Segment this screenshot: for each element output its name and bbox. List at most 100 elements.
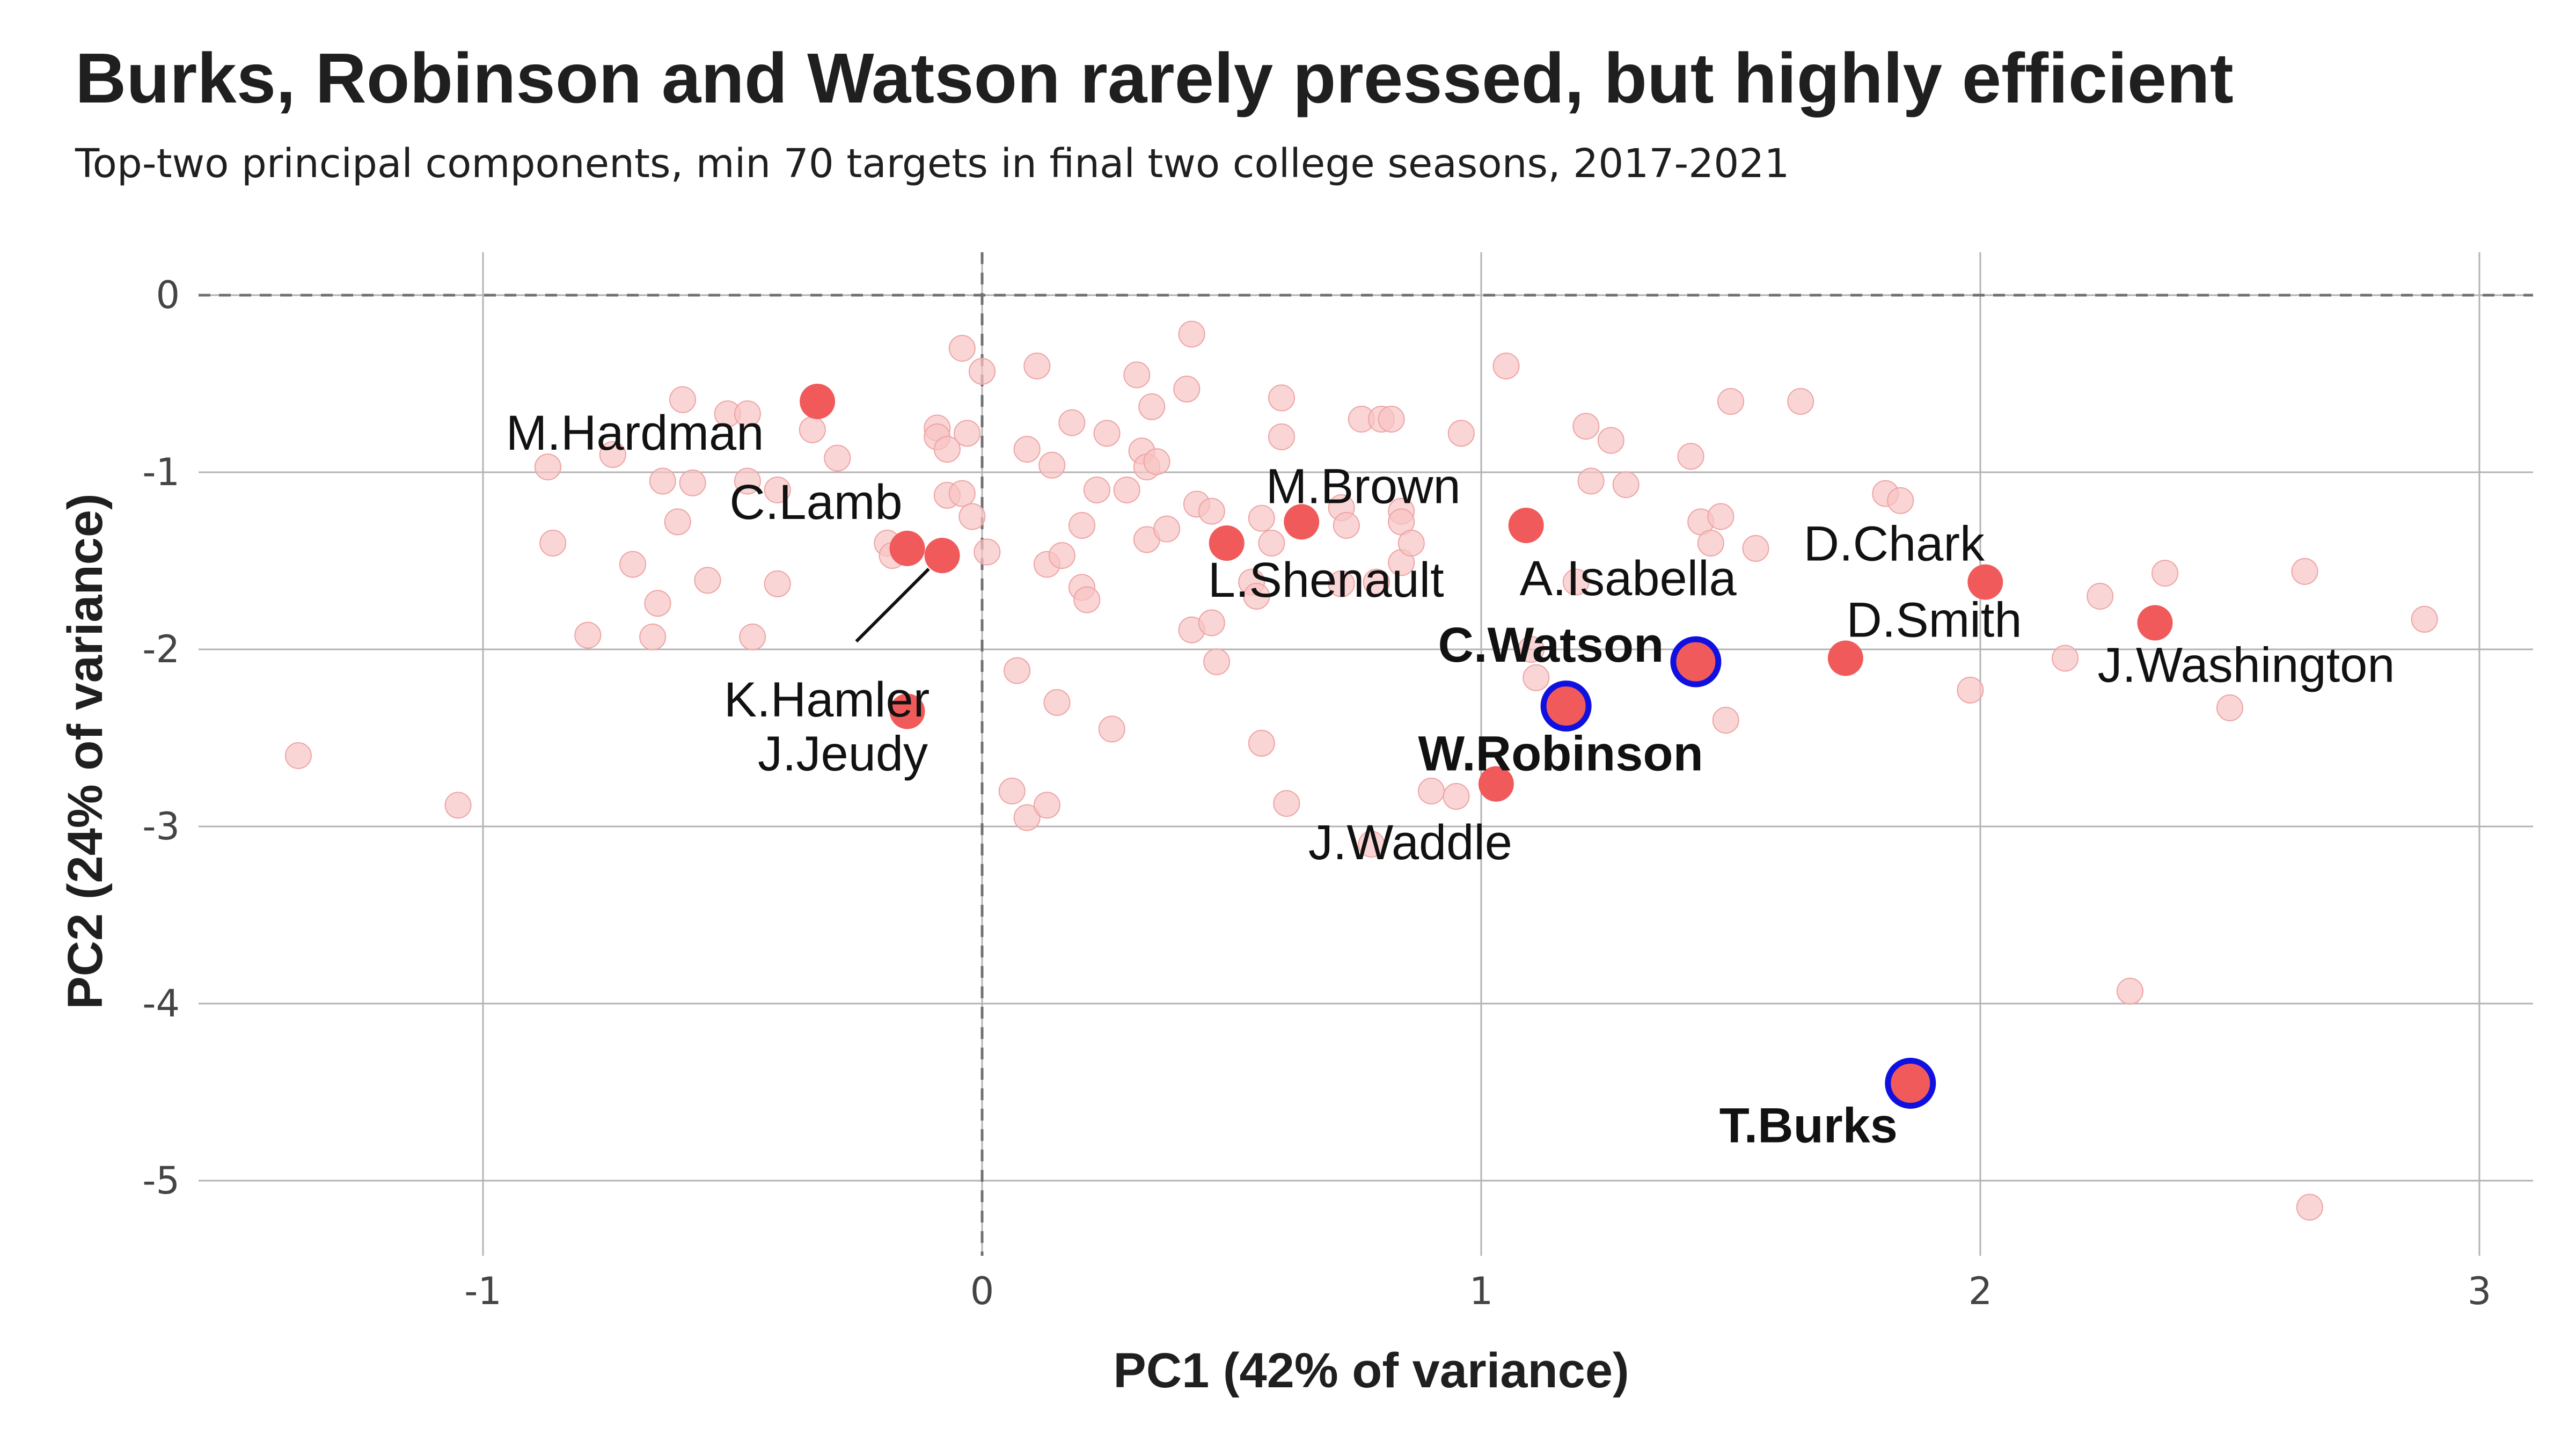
label-c-watson: C.Watson xyxy=(1438,618,1664,672)
background-point xyxy=(649,467,676,495)
background-point xyxy=(1123,361,1151,389)
background-point xyxy=(1258,530,1285,557)
label-leader-k-hamler xyxy=(855,567,930,643)
label-d-chark: D.Chark xyxy=(1804,517,1985,572)
label-k-hamler: K.Hamler xyxy=(724,672,930,727)
label-leaders xyxy=(855,567,930,643)
background-point xyxy=(679,469,706,496)
point-l-shenault xyxy=(1209,525,1245,561)
y-tick-label: 0 xyxy=(156,273,180,317)
background-point xyxy=(1248,729,1275,757)
background-point xyxy=(1203,648,1231,676)
label-t-burks: T.Burks xyxy=(1719,1099,1898,1153)
background-point xyxy=(2052,645,2079,672)
background-point xyxy=(1697,530,1724,557)
background-point xyxy=(2087,583,2114,610)
background-point xyxy=(1073,586,1101,613)
point-m-brown xyxy=(1284,504,1320,540)
background-point xyxy=(1887,487,1914,514)
y-tick-label: -1 xyxy=(142,450,180,494)
point-a-isabella xyxy=(1508,508,1544,543)
background-point xyxy=(639,623,667,650)
background-point xyxy=(739,623,766,650)
y-tick-label: -3 xyxy=(142,804,180,848)
background-point xyxy=(694,567,721,594)
background-point xyxy=(948,480,976,507)
background-point xyxy=(1397,530,1425,557)
background-points xyxy=(284,320,2438,1221)
point-j-waddle xyxy=(1478,766,1514,802)
y-axis-title: PC2 (24% of variance) xyxy=(58,493,113,1009)
chart-title: Burks, Robinson and Watson rarely presse… xyxy=(75,39,2234,118)
point-k-hamler xyxy=(924,538,960,574)
background-point xyxy=(2411,605,2438,633)
background-point xyxy=(1492,353,1520,379)
point-j-jeudy xyxy=(889,693,925,729)
background-point xyxy=(1443,782,1470,810)
background-point xyxy=(1577,467,1605,495)
label-j-jeudy: J.Jeudy xyxy=(758,727,928,781)
label-j-waddle: J.Waddle xyxy=(1308,815,1512,870)
background-point xyxy=(933,436,961,463)
background-point xyxy=(1677,443,1704,470)
background-point xyxy=(948,335,976,362)
labeled-points xyxy=(800,384,2173,1109)
background-point xyxy=(1043,689,1071,716)
background-point xyxy=(1333,512,1360,539)
background-point xyxy=(669,386,696,413)
point-m-hardman xyxy=(800,384,836,419)
background-point xyxy=(2117,977,2143,1005)
x-tick-label: 0 xyxy=(970,1269,994,1313)
background-point xyxy=(1418,778,1445,804)
background-point xyxy=(998,778,1026,804)
x-tick-label: -1 xyxy=(464,1269,502,1313)
background-point xyxy=(1013,804,1041,831)
label-c-lamb: C.Lamb xyxy=(729,475,902,530)
background-point xyxy=(539,530,567,557)
background-point xyxy=(644,590,671,617)
background-point xyxy=(2296,1194,2323,1221)
background-point xyxy=(799,416,826,443)
y-tick-label: -2 xyxy=(142,627,180,671)
background-point xyxy=(1957,676,1984,704)
background-point xyxy=(599,441,626,468)
background-point xyxy=(2216,694,2243,721)
label-l-shenault: L.Shenault xyxy=(1208,553,1444,608)
background-point xyxy=(534,453,561,481)
background-point xyxy=(1712,707,1739,734)
grid xyxy=(199,252,2533,1256)
background-point xyxy=(764,477,791,503)
background-point xyxy=(954,420,981,447)
background-point xyxy=(1562,568,1590,596)
background-point xyxy=(974,538,1001,566)
background-point xyxy=(1013,436,1041,463)
background-point xyxy=(1248,504,1275,532)
background-point xyxy=(1717,388,1744,415)
background-point xyxy=(1707,503,1735,530)
background-point xyxy=(1518,636,1545,663)
point-d-chark xyxy=(1967,564,2003,600)
background-point xyxy=(1058,409,1086,436)
background-point xyxy=(1447,420,1475,447)
background-point xyxy=(1787,388,1814,415)
background-point xyxy=(1138,393,1166,420)
background-point xyxy=(1523,664,1550,691)
background-point xyxy=(1198,609,1225,636)
label-m-brown: M.Brown xyxy=(1266,459,1461,514)
background-point xyxy=(1173,375,1201,402)
x-tick-label: 3 xyxy=(2468,1269,2492,1313)
label-j-washington: J.Washington xyxy=(2098,638,2395,693)
y-tick-label: -4 xyxy=(142,982,180,1026)
background-point xyxy=(1153,515,1181,543)
label-d-smith: D.Smith xyxy=(1846,593,2022,648)
background-point xyxy=(1612,471,1640,499)
point-w-robinson xyxy=(1540,680,1592,732)
tick-labels: -1 0 1 2 3 0 -1 -2 -3 -4 -5 xyxy=(142,273,2491,1313)
background-point xyxy=(1358,831,1385,858)
background-point xyxy=(1273,790,1300,817)
background-point xyxy=(619,551,646,578)
background-point xyxy=(2151,560,2179,587)
background-point xyxy=(1113,477,1140,503)
